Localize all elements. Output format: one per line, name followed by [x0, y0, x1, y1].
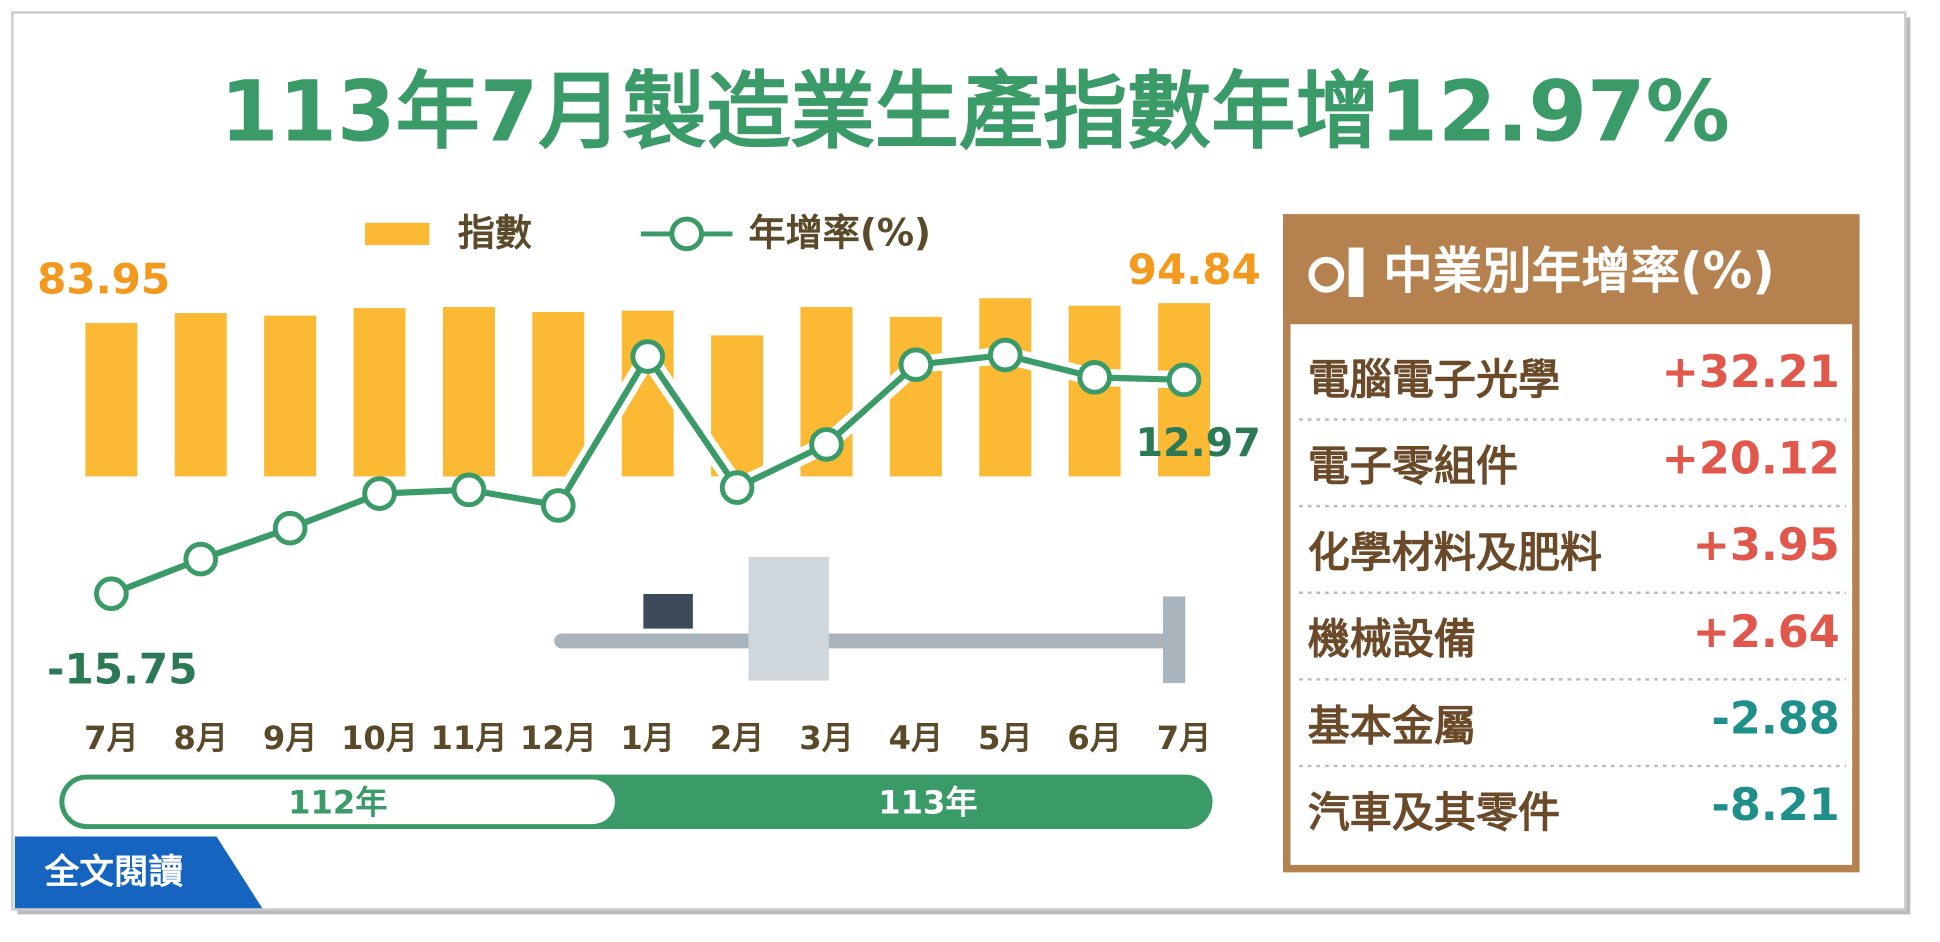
monitor	[643, 593, 693, 629]
table-body	[1290, 324, 1853, 865]
line-marker	[451, 472, 487, 508]
x-tick-label: 7月	[1157, 719, 1212, 757]
x-tick-label: 2月	[710, 719, 765, 757]
x-tick-label: 3月	[799, 719, 854, 757]
industry-value: -2.88	[1711, 692, 1839, 744]
conveyor	[554, 633, 1186, 649]
line-marker	[809, 427, 844, 462]
industry-name: 機械設備	[1308, 615, 1476, 664]
industry-value: -8.21	[1711, 779, 1839, 831]
x-tick-label: 11月	[430, 719, 507, 757]
legend-line-marker	[669, 216, 704, 252]
button-label[interactable]: 全文閱讀	[44, 853, 184, 893]
bar	[889, 316, 942, 477]
x-tick-label: 7月	[84, 719, 139, 757]
industry-name: 電子零組件	[1308, 442, 1518, 491]
data-label: 12.97	[1136, 420, 1261, 466]
industry-value: +3.95	[1693, 519, 1840, 571]
line-marker	[630, 339, 666, 374]
line-marker	[183, 541, 219, 577]
gear-icon	[1308, 256, 1345, 293]
legend-bar-swatch	[364, 222, 430, 246]
industry-value: +2.64	[1693, 606, 1840, 658]
chart-title: 113年7月製造業生產指數年增12.97%	[220, 63, 1730, 161]
x-tick-label: 5月	[978, 719, 1033, 757]
bar	[532, 311, 585, 477]
industry-name: 汽車及其零件	[1308, 788, 1560, 837]
data-label: 83.95	[37, 255, 170, 304]
legend-label: 年增率(%)	[749, 212, 931, 255]
table-title: 中業別年增率(%)	[1383, 242, 1775, 300]
year-label: 113年	[878, 783, 977, 821]
post	[1163, 596, 1186, 684]
industry-name: 基本金屬	[1308, 701, 1476, 750]
bar	[353, 308, 406, 477]
worker-icon	[1348, 247, 1364, 298]
industry-value: +20.12	[1662, 433, 1840, 485]
line-marker	[272, 510, 308, 546]
x-tick-label: 9月	[263, 719, 318, 757]
year-band-112	[64, 779, 615, 825]
industry-name: 化學材料及肥料	[1308, 528, 1602, 577]
line-marker	[362, 476, 397, 511]
data-label: 94.84	[1128, 245, 1261, 294]
industry-value: +32.21	[1662, 346, 1840, 398]
line-marker	[987, 337, 1023, 373]
x-tick-label: 4月	[889, 719, 944, 757]
bar	[174, 313, 227, 477]
x-tick-label: 1月	[620, 719, 675, 757]
bar	[85, 323, 138, 477]
machine	[748, 556, 829, 681]
line-marker	[898, 347, 934, 383]
x-tick-label: 10月	[341, 719, 418, 757]
button-bg[interactable]	[14, 836, 263, 909]
bar	[442, 307, 495, 477]
data-label: -15.75	[47, 644, 197, 693]
industry-name: 電腦電子光學	[1308, 355, 1560, 404]
line-marker	[540, 488, 576, 523]
line-marker	[719, 470, 755, 505]
legend-label: 指數	[458, 212, 532, 255]
x-tick-label: 6月	[1067, 719, 1122, 757]
illustration	[554, 556, 1186, 684]
read-button[interactable]: 全文閱讀	[14, 836, 263, 909]
bar	[264, 315, 317, 477]
line-marker	[1077, 360, 1112, 395]
bar	[979, 298, 1032, 477]
line-marker	[1166, 362, 1202, 398]
year-label: 112年	[288, 783, 387, 821]
x-tick-label: 12月	[520, 719, 597, 757]
x-tick-label: 8月	[173, 719, 228, 757]
line-marker	[94, 576, 129, 612]
